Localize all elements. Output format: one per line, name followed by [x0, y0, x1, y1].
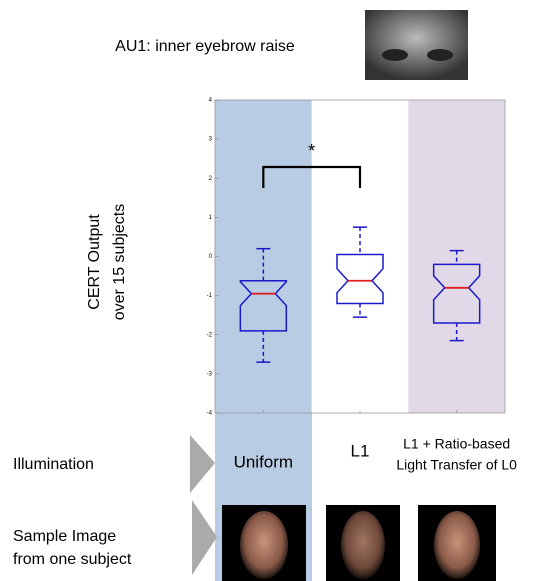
face	[240, 511, 288, 579]
category-label: Light Transfer of L0	[396, 457, 517, 473]
category-label: L1	[351, 441, 370, 460]
arrow	[192, 500, 217, 575]
y-axis-label: over 15 subjects	[111, 204, 128, 321]
y-tick-label: 0	[209, 254, 213, 260]
row-label: Sample Image	[13, 528, 116, 545]
eye	[382, 49, 408, 61]
sample-images	[222, 505, 496, 581]
y-axis-label: CERT Output	[86, 214, 103, 310]
box	[239, 280, 288, 332]
y-tick-label: -2	[207, 332, 213, 338]
title: AU1: inner eyebrow raise	[115, 38, 295, 55]
band	[408, 100, 505, 413]
significance-bracket	[262, 165, 362, 188]
y-tick-label: 2	[209, 176, 213, 182]
significance-star: *	[308, 141, 315, 161]
arrow	[190, 435, 215, 493]
y-tick-label: 4	[209, 98, 213, 104]
row-label: from one subject	[13, 551, 132, 568]
y-tick-label: -1	[207, 293, 213, 299]
box	[336, 253, 384, 305]
face-photo	[365, 10, 468, 80]
eye	[427, 49, 453, 61]
y-tick-label: -4	[207, 411, 213, 417]
category-label: L1 + Ratio-based	[403, 436, 510, 452]
y-tick-label: 1	[209, 215, 213, 221]
box	[432, 263, 481, 324]
face	[434, 511, 480, 579]
face	[341, 511, 385, 579]
category-label: Uniform	[234, 452, 294, 471]
y-tick-label: 3	[209, 137, 213, 143]
y-tick-label: -3	[207, 371, 213, 377]
row-label: Illumination	[13, 456, 94, 473]
